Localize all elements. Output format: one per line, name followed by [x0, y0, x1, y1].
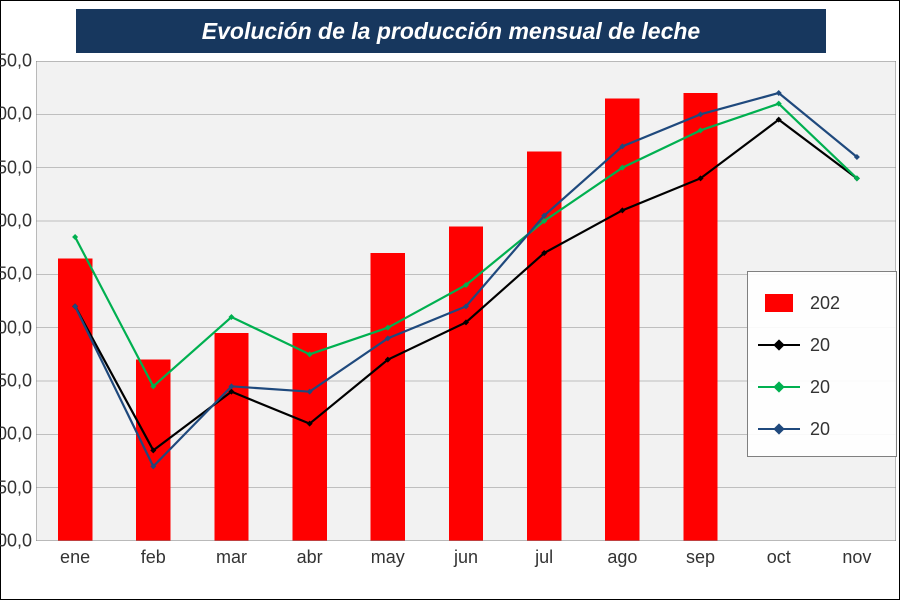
y-tick-label: 50,0 — [0, 157, 32, 178]
legend-item: 202 — [758, 282, 886, 324]
y-tick-label: 00,0 — [0, 317, 32, 338]
x-category-label: abr — [297, 547, 323, 568]
legend-item: 20 — [758, 324, 886, 366]
chart-title: Evolución de la producción mensual de le… — [202, 18, 700, 45]
x-category-label: oct — [767, 547, 791, 568]
y-tick-label: 00,0 — [0, 424, 32, 445]
y-tick-label: 50,0 — [0, 371, 32, 392]
bar — [527, 152, 561, 541]
legend-label: 20 — [810, 419, 830, 440]
legend: 202 20 20 20 — [747, 271, 897, 457]
legend-swatch — [758, 336, 800, 354]
y-tick-label: 00,0 — [0, 531, 32, 552]
y-tick-label: 00,0 — [0, 104, 32, 125]
legend-label: 20 — [810, 335, 830, 356]
bar — [683, 93, 717, 541]
bar — [292, 333, 326, 541]
chart-title-banner: Evolución de la producción mensual de le… — [76, 9, 826, 53]
y-tick-label: 50,0 — [0, 264, 32, 285]
legend-item: 20 — [758, 366, 886, 408]
legend-swatch — [758, 378, 800, 396]
x-category-label: jul — [535, 547, 553, 568]
legend-label: 20 — [810, 377, 830, 398]
legend-label: 202 — [810, 293, 840, 314]
y-tick-label: 00,0 — [0, 211, 32, 232]
legend-swatch — [758, 294, 800, 312]
bar — [58, 258, 92, 541]
y-tick-label: 50,0 — [0, 51, 32, 72]
x-category-label: ene — [60, 547, 90, 568]
x-category-label: feb — [141, 547, 166, 568]
y-tick-label: 50,0 — [0, 477, 32, 498]
legend-item: 20 — [758, 408, 886, 450]
x-category-label: nov — [842, 547, 871, 568]
chart-frame: Evolución de la producción mensual de le… — [0, 0, 900, 600]
x-category-label: mar — [216, 547, 247, 568]
bar — [371, 253, 405, 541]
legend-swatch — [758, 420, 800, 438]
bar — [214, 333, 248, 541]
x-category-label: sep — [686, 547, 715, 568]
x-category-label: jun — [454, 547, 478, 568]
bar — [449, 226, 483, 541]
x-category-label: ago — [607, 547, 637, 568]
x-category-label: may — [371, 547, 405, 568]
